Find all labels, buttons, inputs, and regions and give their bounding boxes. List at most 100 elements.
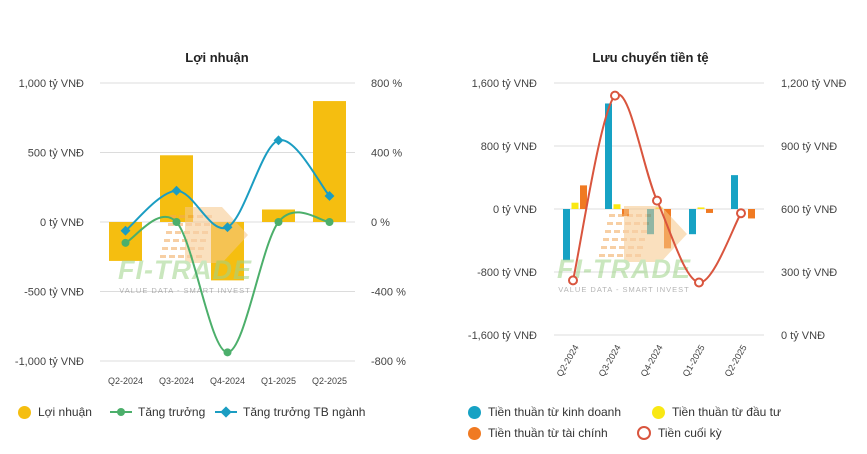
- legend-swatch-profit: [18, 405, 31, 419]
- watermark-stripe: [188, 215, 194, 218]
- watermark-stripe: [168, 223, 174, 226]
- x-tick-label: Q2-2025: [312, 376, 347, 386]
- watermark-stripe: [166, 231, 172, 234]
- y-left-tick-label: 800 tỷ VNĐ: [481, 141, 537, 153]
- watermark-stripe: [639, 238, 645, 241]
- watermark-stripe: [178, 255, 184, 258]
- watermark-stripe: [637, 246, 643, 249]
- bar-operating: [689, 209, 696, 235]
- watermark-stripe: [603, 238, 609, 241]
- watermark-stripe: [197, 215, 203, 218]
- watermark-tagline: VALUE DATA - SMART INVEST: [558, 285, 689, 294]
- x-tick-label: Q1-2025: [261, 376, 296, 386]
- watermark-stripe: [160, 255, 166, 258]
- y-right-tick-label: 400 %: [371, 148, 402, 160]
- legend-item-growth[interactable]: Tăng trưởng: [110, 405, 205, 419]
- watermark-stripe: [636, 214, 642, 217]
- legend-item-profit[interactable]: Lợi nhuận: [18, 405, 92, 419]
- watermark-brand: FI-TRADE: [557, 254, 691, 284]
- bar-investing: [571, 202, 579, 209]
- watermark-stripe: [632, 230, 638, 233]
- watermark-stripe: [627, 214, 633, 217]
- legend-label-industry-growth: Tăng trưởng TB ngành: [243, 405, 366, 419]
- y-left-tick-label: 1,000 tỷ VNĐ: [19, 78, 84, 90]
- legend-item-industry-growth[interactable]: Tăng trưởng TB ngành: [215, 405, 365, 419]
- point-industry-growth: [273, 135, 284, 146]
- watermark-tagline: VALUE DATA - SMART INVEST: [119, 286, 250, 295]
- point-ending-cash: [652, 195, 662, 206]
- y-left-tick-label: 0 tỷ VNĐ: [40, 217, 84, 229]
- watermark-stripe: [204, 223, 210, 226]
- legend-swatch-growth: [110, 406, 132, 418]
- watermark-stripe: [643, 222, 649, 225]
- x-tick-label: Q3-2024: [159, 376, 194, 386]
- watermark-stripe: [206, 215, 212, 218]
- y-left-tick-label: 500 tỷ VNĐ: [28, 148, 84, 160]
- y-left-tick-label: -500 tỷ VNĐ: [24, 287, 84, 299]
- watermark-stripe: [184, 231, 190, 234]
- bar-investing: [613, 204, 621, 209]
- profit-chart-title: Lợi nhuận: [185, 50, 249, 65]
- y-left-tick-label: 0 tỷ VNĐ: [493, 204, 537, 216]
- watermark-stripe: [175, 231, 181, 234]
- x-tick-label: Q2-2024: [555, 343, 581, 378]
- watermark-stripe: [177, 223, 183, 226]
- cashflow-chart: 1,600 tỷ VNĐ 800 tỷ VNĐ 0 tỷ VNĐ -800 tỷ VN…: [468, 78, 847, 378]
- watermark-stripe: [173, 239, 179, 242]
- point-industry-growth: [171, 185, 182, 196]
- point-growth: [325, 218, 334, 226]
- y-left-tick-label: -1,000 tỷ VNĐ: [15, 356, 84, 368]
- x-tick-label: Q1-2025: [681, 343, 707, 378]
- watermark-stripe: [630, 238, 636, 241]
- watermark-stripe: [610, 246, 616, 249]
- legend-item-ending-cash[interactable]: Tiền cuối kỳ: [637, 426, 722, 440]
- legend-swatch-ending-cash: [637, 426, 651, 440]
- watermark-stripe: [187, 255, 193, 258]
- watermark-stripe: [601, 246, 607, 249]
- y-right-tick-label: -400 %: [371, 287, 406, 299]
- watermark-stripe: [162, 247, 168, 250]
- watermark-stripe: [616, 222, 622, 225]
- y-right-tick-label: -800 %: [371, 356, 406, 368]
- watermark-stripe: [195, 223, 201, 226]
- watermark-stripe: [609, 214, 615, 217]
- watermark-stripe: [599, 254, 605, 257]
- watermark-stripe: [196, 255, 202, 258]
- watermark-stripe: [614, 230, 620, 233]
- legend-label-operating: Tiền thuần từ kinh doanh: [488, 405, 622, 419]
- watermark-stripe: [170, 215, 176, 218]
- profit-chart-panel: Lợi nhuận 1,000 tỷ VNĐ 500 tỷ VNĐ 0 tỷ VNĐ…: [15, 50, 406, 419]
- legend-label-investing: Tiền thuần từ đầu tư: [672, 405, 782, 419]
- bar-financing: [748, 209, 755, 219]
- watermark-stripe: [169, 255, 175, 258]
- y-right-tick-label: 1,200 tỷ VNĐ: [781, 78, 846, 90]
- y-left-tick-label: -1,600 tỷ VNĐ: [468, 330, 537, 342]
- watermark-stripe: [171, 247, 177, 250]
- bar-operating: [605, 103, 612, 209]
- y-right-tick-label: 0 tỷ VNĐ: [781, 330, 825, 342]
- legend-swatch-financing: [468, 426, 481, 440]
- point-ending-cash: [736, 208, 746, 219]
- point-ending-cash: [694, 277, 704, 288]
- watermark-stripe: [645, 214, 651, 217]
- legend-item-operating[interactable]: Tiền thuần từ kinh doanh: [468, 405, 621, 419]
- watermark-stripe: [605, 230, 611, 233]
- y-right-tick-label: 300 tỷ VNĐ: [781, 267, 837, 279]
- point-growth: [223, 348, 232, 357]
- y-right-tick-label: 600 tỷ VNĐ: [781, 204, 837, 216]
- point-industry-growth: [324, 190, 335, 201]
- watermark-stripe: [164, 239, 170, 242]
- legend-item-financing[interactable]: Tiền thuần từ tài chính: [468, 426, 608, 440]
- bar-financing: [580, 185, 587, 209]
- cashflow-chart-title: Lưu chuyển tiền tệ: [592, 50, 709, 65]
- watermark-stripe: [198, 247, 204, 250]
- legend-label-ending-cash: Tiền cuối kỳ: [658, 426, 722, 440]
- watermark-brand: FI-TRADE: [118, 255, 252, 285]
- point-growth: [172, 218, 181, 226]
- legend-item-investing[interactable]: Tiền thuần từ đầu tư: [652, 405, 781, 419]
- watermark-stripe: [623, 230, 629, 233]
- watermark-stripe: [626, 254, 632, 257]
- bar-financing: [706, 209, 713, 213]
- y-right-tick-label: 800 %: [371, 78, 402, 90]
- watermark-stripe: [191, 239, 197, 242]
